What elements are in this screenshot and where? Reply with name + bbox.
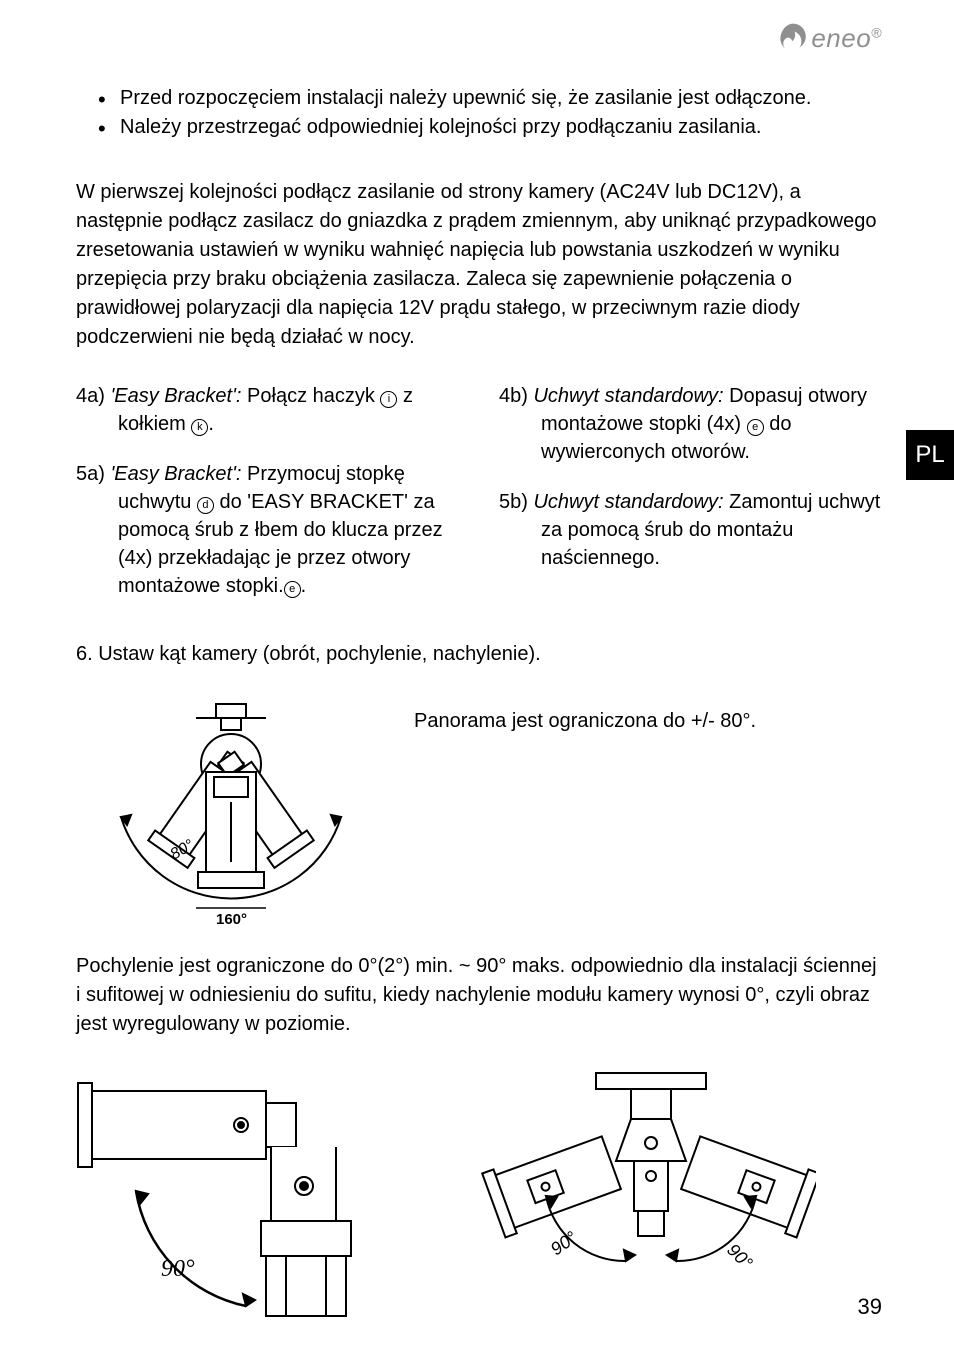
tilt-diagram-wall: 90° xyxy=(76,1071,386,1346)
tilt-diagram-ceiling: 90° 90° xyxy=(476,1071,816,1291)
bullet-list: Przed rozpoczęciem instalacji należy upe… xyxy=(76,84,882,142)
bullet-item: Przed rozpoczęciem instalacji należy upe… xyxy=(76,84,882,113)
svg-text:160°: 160° xyxy=(216,911,247,928)
step-5a: 5a) 'Easy Bracket': Przymocuj stopkę uch… xyxy=(76,460,459,600)
pan-text: Panorama jest ograniczona do +/- 80°. xyxy=(414,702,756,733)
brand-logo: eneo® xyxy=(777,22,882,54)
tilt-paragraph: Pochylenie jest ograniczone do 0°(2°) mi… xyxy=(76,952,882,1039)
step-5b: 5b) Uchwyt standardowy: Zamontuj uchwyt … xyxy=(499,488,882,572)
page-number: 39 xyxy=(858,1294,882,1320)
bullet-item: Należy przestrzegać odpowiedniej kolejno… xyxy=(76,113,882,142)
svg-text:90°: 90° xyxy=(161,1256,195,1282)
step-4b: 4b) Uchwyt standardowy: Dopasuj otwory m… xyxy=(499,382,882,466)
brand-name: eneo® xyxy=(811,23,882,54)
svg-text:90°: 90° xyxy=(723,1240,756,1273)
svg-text:90°: 90° xyxy=(547,1227,581,1259)
intro-paragraph: W pierwszej kolejności podłącz zasilanie… xyxy=(76,178,882,352)
steps-two-column: 4a) 'Easy Bracket': Połącz haczyk i z ko… xyxy=(76,382,882,622)
step-6: 6. Ustaw kąt kamery (obrót, pochylenie, … xyxy=(76,640,882,668)
pan-diagram: 80° 160° xyxy=(76,702,386,932)
step-4a: 4a) 'Easy Bracket': Połącz haczyk i z ko… xyxy=(76,382,459,438)
language-tab: PL xyxy=(906,430,954,480)
